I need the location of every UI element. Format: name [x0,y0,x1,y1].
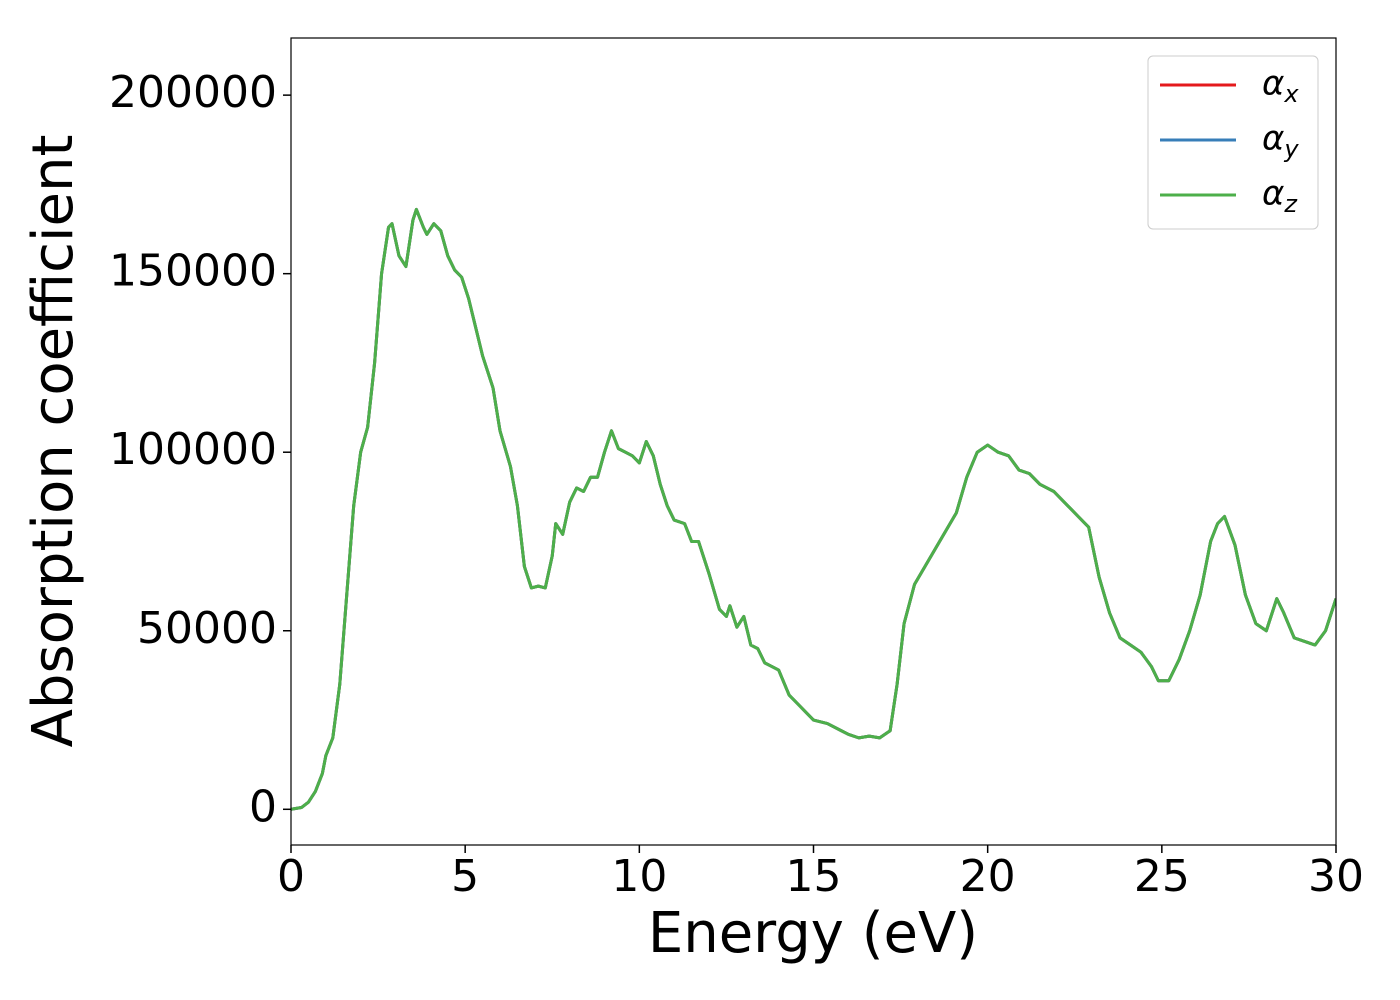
x-tick-label: 30 [1308,851,1364,902]
plot-frame [290,37,1337,846]
x-tick-label: 0 [277,851,305,902]
legend-box [1147,55,1319,230]
y-tick-label: 150000 [109,246,277,297]
series-line [291,207,1336,811]
x-axis-label: Energy (eV) [648,901,978,966]
x-tick-label: 25 [1134,851,1190,902]
x-tick-label: 15 [786,851,842,902]
y-tick-label: 50000 [137,603,277,654]
x-tick-label: 5 [451,851,479,902]
y-tick-label: 0 [249,781,277,832]
y-tick-label: 200000 [109,67,277,118]
y-axis-label: Absorption coefficient [21,135,86,748]
x-tick-label: 10 [611,851,667,902]
y-tick-label: 100000 [109,424,277,475]
x-tick-label: 20 [960,851,1016,902]
